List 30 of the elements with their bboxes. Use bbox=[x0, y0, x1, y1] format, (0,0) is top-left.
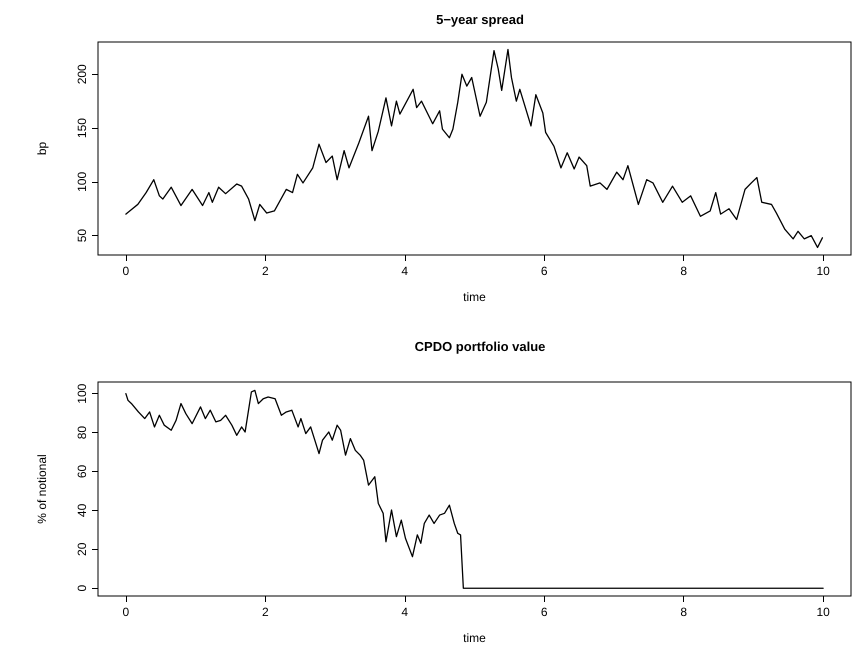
x-tick-label: 8 bbox=[680, 605, 688, 619]
y-tick-label: 50 bbox=[75, 228, 89, 242]
y-tick-label: 60 bbox=[75, 464, 89, 478]
x-tick-label: 6 bbox=[540, 605, 548, 619]
y-tick-label: 100 bbox=[75, 172, 89, 192]
line-series bbox=[125, 390, 824, 589]
x-tick-label: 10 bbox=[816, 264, 830, 278]
x-axis-title: time bbox=[463, 631, 486, 645]
y-tick-label: 200 bbox=[75, 64, 89, 84]
chart-title: 5−year spread bbox=[436, 12, 524, 27]
y-tick-label: 20 bbox=[75, 542, 89, 556]
y-axis-title: % of notional bbox=[35, 454, 49, 524]
x-tick-label: 0 bbox=[122, 264, 130, 278]
y-tick-label: 150 bbox=[75, 118, 89, 138]
x-tick-label: 6 bbox=[540, 264, 548, 278]
x-tick-label: 4 bbox=[401, 264, 408, 278]
y-axis-title: bp bbox=[35, 142, 49, 156]
y-tick-label: 40 bbox=[75, 503, 89, 518]
x-tick-label: 0 bbox=[122, 605, 130, 619]
line-series bbox=[125, 48, 824, 248]
y-tick-label: 0 bbox=[75, 584, 89, 592]
x-tick-label: 2 bbox=[262, 605, 269, 619]
x-tick-label: 4 bbox=[401, 605, 408, 619]
x-axis-title: time bbox=[463, 290, 486, 304]
y-tick-label: 80 bbox=[75, 426, 89, 440]
x-tick-label: 10 bbox=[816, 605, 830, 619]
x-tick-label: 8 bbox=[680, 264, 688, 278]
x-tick-label: 2 bbox=[262, 264, 269, 278]
chart-title: CPDO portfolio value bbox=[414, 339, 546, 354]
y-tick-label: 100 bbox=[75, 383, 89, 404]
